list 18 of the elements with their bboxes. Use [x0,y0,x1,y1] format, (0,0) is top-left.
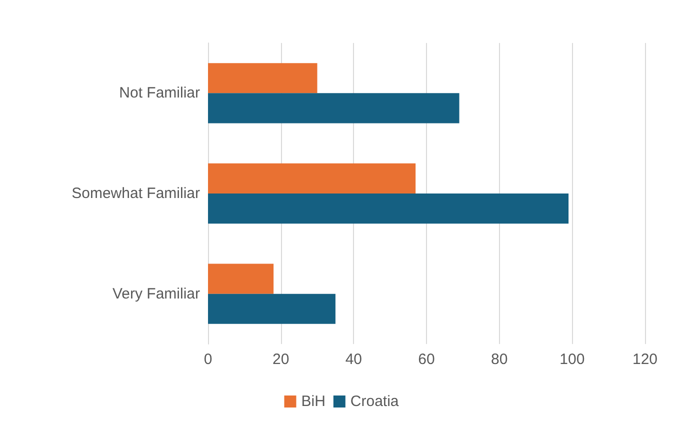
x-tick-label: 80 [490,351,508,368]
bar [208,163,416,194]
legend-label: Croatia [350,393,400,410]
x-tick-label: 120 [632,351,658,368]
y-tick-label: Not Familiar [119,84,200,102]
y-tick-label: Somewhat Familiar [72,185,200,202]
x-tick-label: 60 [418,351,435,368]
x-tick-label: 100 [560,351,585,368]
bar [208,294,336,324]
bar [208,93,460,124]
x-tick-label: 40 [345,351,362,368]
bar [208,194,569,224]
legend-label: BiH [301,393,326,410]
x-tick-label: 20 [272,351,290,368]
y-tick-label: Very Familiar [112,285,200,302]
x-tick-label: 0 [204,351,212,368]
bar [208,264,274,294]
bar [208,63,318,94]
